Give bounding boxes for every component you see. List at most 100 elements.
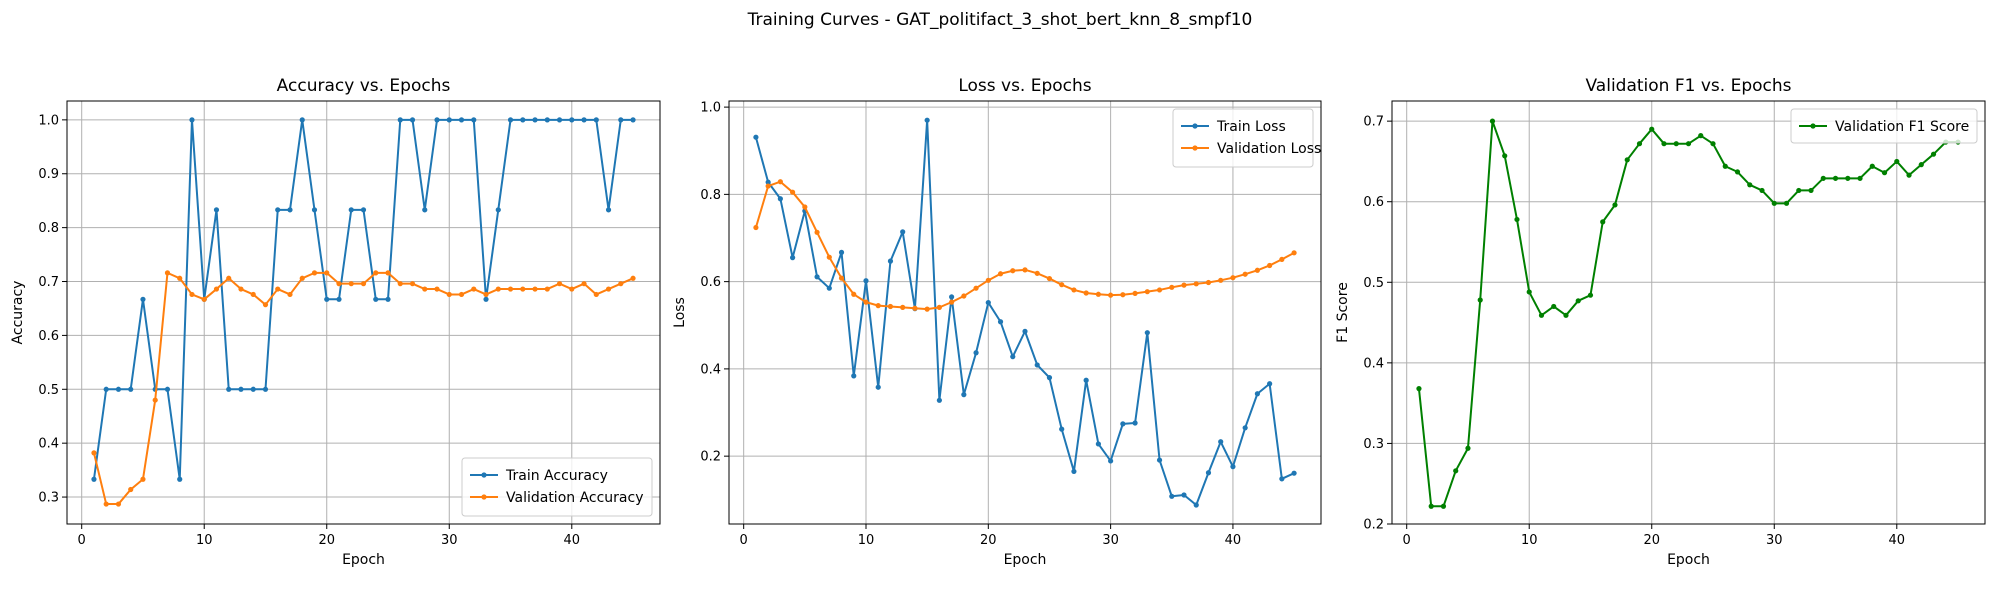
f1-series-0-point	[1918, 162, 1924, 168]
loss-legend-label-0: Train Loss	[1216, 119, 1286, 135]
loss-ytick-label-3: 0.8	[700, 188, 721, 203]
accuracy-series-1-point	[177, 275, 183, 281]
accuracy-series-0-point	[213, 207, 220, 213]
accuracy-series-1-point	[630, 275, 636, 281]
f1-series-0-point	[1612, 202, 1618, 208]
f1-series-0-point	[1673, 141, 1679, 147]
loss-series-0-point	[887, 258, 894, 264]
accuracy-series-1-point	[471, 286, 477, 292]
accuracy-series-1-point	[91, 450, 97, 456]
accuracy-series-0-point	[569, 117, 575, 123]
loss-series-0-point	[997, 319, 1004, 325]
accuracy-series-1-point	[299, 275, 305, 281]
loss-series-0-point	[961, 392, 967, 398]
accuracy-series-1-point	[115, 501, 122, 507]
loss-series-0-point	[1169, 493, 1175, 499]
loss-series-1-point	[924, 306, 930, 312]
accuracy-series-0-point	[397, 117, 403, 123]
loss-series-0-point	[1034, 362, 1040, 368]
accuracy-series-1-point	[520, 286, 526, 292]
accuracy-x-axis-label: Epoch	[342, 552, 385, 568]
accuracy-series-1-point	[458, 291, 465, 298]
f1-series-0-point	[1759, 187, 1765, 194]
loss-series-1-point	[851, 291, 857, 297]
loss-legend-label-1: Validation Loss	[1217, 141, 1321, 157]
accuracy-series-1-point	[593, 291, 599, 298]
f1-series-0-point	[1636, 141, 1643, 147]
accuracy-series-0-point	[593, 117, 599, 123]
f1-ytick-label-4: 0.6	[1363, 195, 1384, 210]
loss-series-0-point	[1059, 426, 1065, 432]
accuracy-legend-marker-1	[481, 494, 487, 500]
accuracy-series-1-point	[189, 291, 195, 298]
accuracy-series-0-point	[605, 207, 612, 213]
loss-series-1-point	[961, 293, 967, 299]
f1-series-0-point	[1930, 151, 1937, 157]
loss-series-1-point	[912, 305, 918, 311]
loss-series-0-point	[1083, 377, 1089, 383]
accuracy-series-1-point	[287, 291, 293, 298]
f1-axes-frame	[1391, 100, 1986, 525]
f1-chart-title: Validation F1 vs. Epochs	[1586, 76, 1792, 96]
accuracy-series-1-point	[569, 286, 575, 292]
f1-series-0-point	[1845, 175, 1851, 181]
loss-series-0-point	[777, 196, 783, 202]
f1-series-0-point	[1734, 169, 1741, 175]
f1-series-0-point	[1440, 503, 1447, 509]
loss-series-0-point	[1144, 330, 1150, 336]
accuracy-series-0-point	[520, 117, 526, 123]
f1-series-0-point	[1465, 445, 1471, 451]
f1-series-0-point	[1600, 219, 1606, 225]
f1-series-0-point	[1857, 175, 1863, 181]
loss-series-0-point	[1279, 476, 1285, 482]
f1-series-0-point	[1783, 200, 1790, 206]
f1-legend-label-0: Validation F1 Score	[1835, 119, 1969, 135]
accuracy-series-0-point	[177, 476, 183, 482]
f1-legend-marker-0	[1810, 123, 1816, 129]
accuracy-series-1-point	[397, 281, 403, 287]
accuracy-chart: Accuracy vs. Epochs 0 10 20 30 40 0.3 0.4 0.5 0.6…	[10, 76, 661, 568]
accuracy-y-axis-label: Accuracy	[10, 281, 26, 345]
loss-series-0-point	[1242, 425, 1248, 431]
loss-series-1-point	[1144, 289, 1150, 295]
accuracy-series-0-point	[115, 386, 122, 392]
accuracy-series-1-point	[434, 286, 440, 292]
loss-series-0-point	[1010, 354, 1016, 360]
accuracy-series-0-point	[299, 117, 305, 123]
accuracy-series-0-point	[471, 117, 477, 123]
loss-series-0-point	[936, 397, 942, 403]
loss-series-0-point	[814, 274, 820, 280]
accuracy-series-0-point	[495, 207, 501, 213]
loss-series-1-point	[1010, 268, 1016, 274]
loss-series-0-point	[1095, 441, 1101, 447]
accuracy-series-1-point	[495, 286, 501, 292]
loss-series-0-point	[1046, 375, 1053, 381]
loss-series-1-point	[838, 275, 845, 281]
accuracy-series-1-point	[385, 270, 391, 276]
loss-series-1-point	[1254, 267, 1260, 273]
accuracy-series-0-point	[336, 296, 342, 302]
loss-series-1-point	[1156, 287, 1163, 293]
accuracy-series-0-point	[103, 386, 109, 392]
f1-ytick-label-0: 0.2	[1363, 518, 1384, 533]
accuracy-series-0-point	[238, 386, 244, 392]
loss-series-1-point	[1083, 290, 1089, 296]
loss-series-0-point	[924, 117, 930, 123]
loss-series-1-point	[1193, 281, 1199, 287]
accuracy-ytick-label-2: 0.5	[38, 383, 59, 398]
loss-series-1-point	[997, 271, 1004, 277]
accuracy-series-0-point	[287, 207, 293, 213]
accuracy-series-1-point	[152, 397, 158, 403]
loss-series-1-point	[1034, 270, 1040, 276]
loss-series-0-point	[949, 294, 955, 300]
loss-series-0-point	[1181, 492, 1187, 498]
f1-series-0-point	[1649, 126, 1655, 132]
loss-series-1-point	[863, 299, 869, 305]
accuracy-series-0-point	[128, 386, 134, 392]
loss-series-1-point	[1095, 291, 1101, 297]
loss-series-1-point	[1022, 267, 1028, 273]
accuracy-xtick-label-1: 10	[196, 533, 213, 548]
f1-series-0-point	[1477, 297, 1483, 303]
loss-series-0-point	[875, 384, 881, 390]
accuracy-series-1-point	[213, 286, 220, 292]
